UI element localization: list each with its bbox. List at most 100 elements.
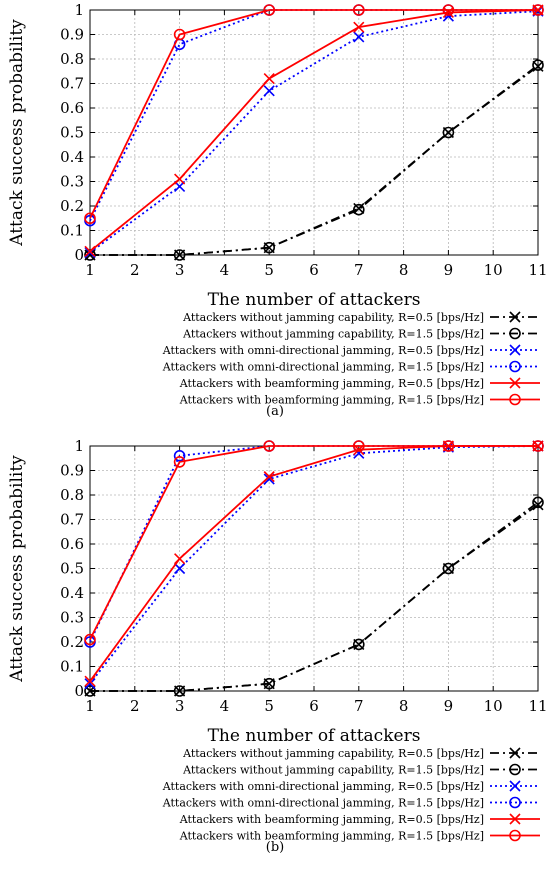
legend-label: Attackers with omni-directional jamming,…: [162, 797, 484, 810]
series-line: [89, 445, 538, 640]
legend-marker: [509, 813, 521, 825]
data-point: [532, 4, 544, 16]
y-tick-label: 0.2: [60, 197, 84, 215]
legend-item: Attackers with omni-directional jamming,…: [162, 344, 540, 357]
data-point: [173, 449, 186, 462]
data-point: [263, 241, 276, 254]
data-point: [532, 59, 544, 71]
y-tick-label: 0.8: [60, 50, 84, 68]
legend-item: Attackers without jamming capability, R=…: [182, 328, 540, 341]
y-tick-label: 0.6: [60, 535, 84, 553]
legend: Attackers without jamming capability, R=…: [162, 311, 540, 407]
x-tick-label: 8: [399, 697, 409, 715]
y-tick-label: 0.1: [60, 658, 84, 676]
data-point: [84, 633, 96, 646]
data-point: [532, 496, 544, 509]
data-point: [263, 440, 276, 452]
series-line: [89, 9, 538, 219]
y-tick-label: 0.8: [60, 486, 84, 504]
legend-item: Attackers without jamming capability, R=…: [182, 747, 540, 760]
x-tick-label: 5: [264, 261, 274, 279]
data-point: [263, 73, 275, 85]
y-tick-label: 0.3: [60, 173, 84, 191]
x-tick-label: 7: [354, 697, 364, 715]
legend-marker: [509, 344, 521, 356]
data-point: [263, 677, 276, 690]
x-tick-label: 4: [220, 697, 230, 715]
x-tick-label: 9: [444, 697, 454, 715]
legend-marker: [509, 377, 521, 389]
y-axis-label: Attack success probability: [7, 19, 27, 247]
y-tick-label: 0.3: [60, 609, 84, 627]
legend-marker: [509, 763, 521, 776]
data-point: [173, 685, 186, 697]
x-tick-label: 3: [175, 261, 185, 279]
chart-panel-b: 1 2 3 4 5 6 7 8 9 10 11 0 0.1 0.2 0.3 0.4 0.5 0.6 0.7 0.8 0.…: [7, 437, 548, 855]
x-tick-label: 11: [528, 697, 547, 715]
legend-label: Attackers with beamforming jamming, R=0.…: [179, 813, 484, 826]
data-point: [532, 499, 544, 511]
y-tick-label: 0.7: [60, 511, 84, 529]
data-point: [263, 471, 275, 483]
data-point: [173, 456, 186, 468]
data-point: [352, 203, 365, 216]
x-axis-label: The number of attackers: [208, 290, 421, 310]
data-point: [263, 4, 276, 16]
series-line: [89, 9, 539, 253]
series-6: [84, 440, 544, 646]
data-point: [353, 31, 365, 43]
data-point: [84, 212, 96, 225]
data-point: [442, 440, 455, 452]
x-tick-label: 11: [528, 261, 547, 279]
x-tick-label: 2: [130, 697, 140, 715]
figure-caption: (b): [266, 840, 284, 855]
x-axis-label: The number of attackers: [208, 726, 421, 746]
y-tick-label: 0.1: [60, 222, 84, 240]
y-tick-label: 0.5: [60, 560, 84, 578]
series-line: [89, 445, 539, 685]
y-tick-label: 0.4: [60, 584, 84, 602]
grid-lines: [90, 10, 538, 255]
data-point: [173, 249, 186, 261]
legend-marker: [509, 747, 521, 759]
series-line: [90, 64, 539, 256]
x-tick-label: 6: [309, 697, 319, 715]
data-point: [84, 678, 96, 690]
data-point: [84, 249, 96, 261]
y-tick-label: 0.6: [60, 99, 84, 117]
x-tick-label: 1: [85, 697, 95, 715]
y-tick-label: 0: [74, 246, 84, 264]
legend-label: Attackers without jamming capability, R=…: [182, 311, 484, 324]
x-tick-label: 10: [484, 261, 503, 279]
data-point: [174, 553, 186, 565]
data-point: [84, 675, 96, 687]
legend-item: Attackers with beamforming jamming, R=1.…: [179, 830, 540, 843]
figure-caption: (a): [266, 404, 284, 419]
legend-label: Attackers with beamforming jamming, R=1.…: [179, 394, 484, 407]
data-point: [352, 638, 365, 651]
y-tick-label: 1: [74, 437, 84, 455]
legend-item: Attackers with beamforming jamming, R=1.…: [179, 394, 540, 407]
data-point: [352, 440, 365, 452]
data-point: [174, 562, 186, 575]
legend-label: Attackers with omni-directional jamming,…: [162, 344, 484, 357]
legend-item: Attackers with omni-directional jamming,…: [162, 361, 540, 374]
y-tick-label: 0.9: [60, 26, 84, 44]
series-6: [84, 4, 544, 225]
legend-label: Attackers with beamforming jamming, R=1.…: [179, 830, 484, 843]
x-tick-label: 1: [85, 261, 95, 279]
legend-item: Attackers with omni-directional jamming,…: [162, 797, 540, 810]
x-tick-label: 8: [399, 261, 409, 279]
x-tick-label: 7: [354, 261, 364, 279]
data-point: [442, 4, 455, 16]
x-tick-label: 3: [175, 697, 185, 715]
legend-item: Attackers without jamming capability, R=…: [182, 764, 540, 777]
legend-marker: [509, 796, 521, 809]
legend-label: Attackers with beamforming jamming, R=0.…: [179, 377, 484, 390]
y-axis-label: Attack success probability: [7, 455, 27, 683]
grid-lines: [90, 446, 538, 691]
legend: Attackers without jamming capability, R=…: [162, 747, 540, 843]
chart-panel-a: 1 2 3 4 5 6 7 8 9 10 11 0 0.1 0.2 0.3 0.4 0.5 0.6 0.7 0.8 0.…: [7, 1, 548, 419]
data-point: [353, 21, 365, 33]
data-point: [174, 173, 186, 185]
